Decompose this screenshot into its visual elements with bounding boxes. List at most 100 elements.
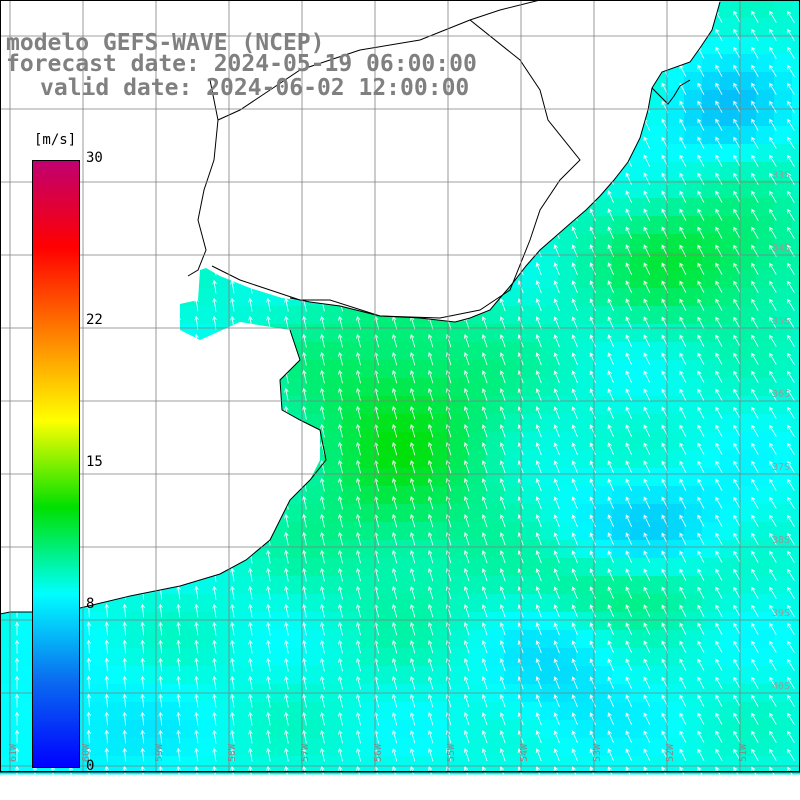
wind-arrow [625,280,633,294]
wind-arrow [769,586,777,599]
wind-speed-cell [180,666,199,685]
wind-speed-cell [558,450,577,469]
wind-arrow [787,190,795,203]
wind-arrow [122,657,127,672]
wind-speed-cell [432,648,451,667]
wind-arrow [607,190,615,204]
wind-speed-cell [630,594,649,613]
wind-arrow [194,315,199,330]
wind-arrow [409,441,416,456]
wind-arrow [356,369,361,384]
wind-speed-cell [558,378,577,397]
wind-arrow [769,100,777,113]
wind-arrow [733,496,741,509]
wind-speed-cell [612,738,631,757]
wind-speed-cell [684,558,703,577]
wind-speed-cell [738,702,757,721]
wind-arrow [463,658,470,672]
wind-speed-cell [504,594,523,613]
wind-speed-cell [342,342,361,361]
wind-arrow [266,747,271,762]
wind-arrow [769,424,777,437]
wind-speed-cell [504,432,523,451]
wind-arrow [409,657,416,672]
wind-speed-cell [702,270,721,289]
wind-speed-cell [792,414,800,433]
wind-arrow [643,766,651,780]
wind-arrow [733,478,741,491]
wind-speed-cell [630,162,649,181]
wind-speed-cell [396,324,415,343]
wind-speed-cell [756,720,775,739]
wind-arrow [751,406,759,419]
wind-arrow [140,693,145,708]
wind-arrow [104,657,110,672]
wind-arrow [391,333,398,348]
wind-arrow [715,766,723,779]
wind-arrow [625,640,633,654]
wind-arrow [427,603,434,618]
wind-speed-cell [540,306,559,325]
wind-arrow [787,550,795,563]
wind-arrow [338,567,343,582]
wind-speed-cell [576,522,595,541]
wind-speed-cell [792,594,800,613]
wind-speed-cell [342,738,361,757]
wind-speed-cell [702,234,721,253]
wind-arrow [625,568,633,582]
wind-speed-cell [666,486,685,505]
wind-speed-cell [720,306,739,325]
wind-speed-cell [342,360,361,379]
wind-arrow [535,352,542,366]
wind-speed-cell [126,738,145,757]
wind-arrow [427,657,434,672]
wind-arrow [158,693,163,708]
wind-speed-cell [522,378,541,397]
wind-arrow [679,712,687,725]
wind-arrow [715,658,723,671]
wind-speed-cell [360,720,379,739]
wind-speed-cell [414,702,433,721]
wind-speed-cell [792,450,800,469]
wind-speed-cell [324,432,343,451]
wind-arrow [104,603,110,618]
wind-speed-cell [144,612,163,631]
wind-arrow [769,694,777,707]
wind-arrow [589,658,596,672]
wind-arrow [320,675,325,690]
wind-speed-cell [792,396,800,415]
wind-speed-cell [666,378,685,397]
wind-arrow [607,532,615,546]
wind-arrow [715,298,723,311]
wind-speed-cell [90,666,109,685]
wind-speed-cell [792,486,800,505]
wind-arrow [481,748,488,762]
wind-speed-cell [432,702,451,721]
wind-arrow [697,64,705,77]
wind-speed-cell [288,306,307,325]
wind-speed-cell [0,648,19,667]
wind-arrow [499,640,506,654]
wind-arrow [787,460,795,473]
wind-speed-cell [432,504,451,523]
wind-arrow [212,765,217,780]
wind-arrow [427,333,434,348]
wind-speed-cell [630,450,649,469]
wind-speed-cell [162,648,181,667]
wind-speed-cell [468,414,487,433]
wind-arrow [733,442,741,455]
wind-speed-cell [612,558,631,577]
wind-arrow [643,712,651,726]
wind-arrow [463,550,470,564]
wind-arrow [338,729,343,744]
wind-speed-cell [540,702,559,721]
wind-arrow [571,640,578,654]
wind-arrow [643,424,651,438]
wind-arrow [481,424,488,438]
wind-speed-cell [774,288,793,307]
wind-speed-cell [756,702,775,721]
wind-arrow [499,658,506,672]
wind-arrow [679,154,687,167]
wind-speed-cell [540,270,559,289]
wind-arrow [391,351,398,366]
